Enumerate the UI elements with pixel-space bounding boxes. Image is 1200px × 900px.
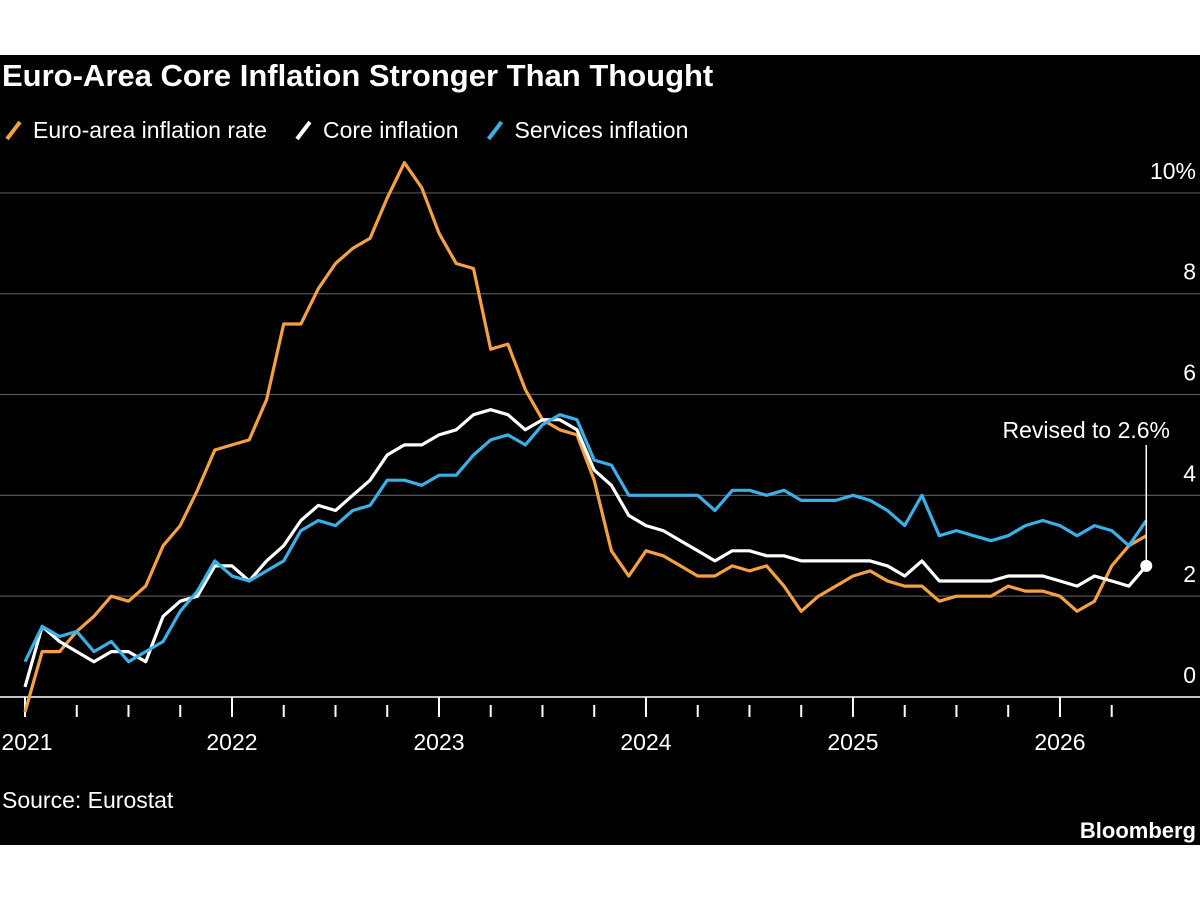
- series-line: [23, 161, 1148, 713]
- legend-label: Core inflation: [323, 117, 459, 143]
- chart-title: Euro-Area Core Inflation Stronger Than T…: [2, 58, 713, 93]
- x-tick-label: 2022: [206, 729, 257, 755]
- series-line: [23, 408, 1148, 688]
- x-tick-label: 2021: [1, 729, 52, 755]
- x-tick-label: 2025: [827, 729, 878, 755]
- x-tick-label: 2026: [1034, 729, 1085, 755]
- annotation: Revised to 2.6%: [1003, 417, 1170, 443]
- legend-icon: [486, 120, 504, 141]
- legend-label: Services inflation: [515, 117, 689, 143]
- y-tick-label: 4: [1183, 460, 1196, 486]
- y-tick-label: 8: [1183, 259, 1196, 285]
- source: Source: Eurostat: [2, 787, 174, 813]
- series-line: [23, 413, 1148, 664]
- legend-icon: [295, 120, 312, 141]
- y-tick-label: 10%: [1150, 158, 1196, 184]
- background: [0, 55, 1200, 845]
- x-tick-label: 2023: [413, 729, 464, 755]
- x-tick-label: 2024: [620, 729, 671, 755]
- annotation-dot: [1140, 559, 1153, 572]
- y-tick-label: 2: [1183, 561, 1196, 587]
- legend-label: Euro-area inflation rate: [33, 117, 267, 143]
- y-tick-label: 6: [1183, 360, 1196, 386]
- brand: Bloomberg: [1080, 818, 1196, 843]
- legend-icon: [5, 120, 22, 141]
- y-tick-label: 0: [1183, 662, 1196, 688]
